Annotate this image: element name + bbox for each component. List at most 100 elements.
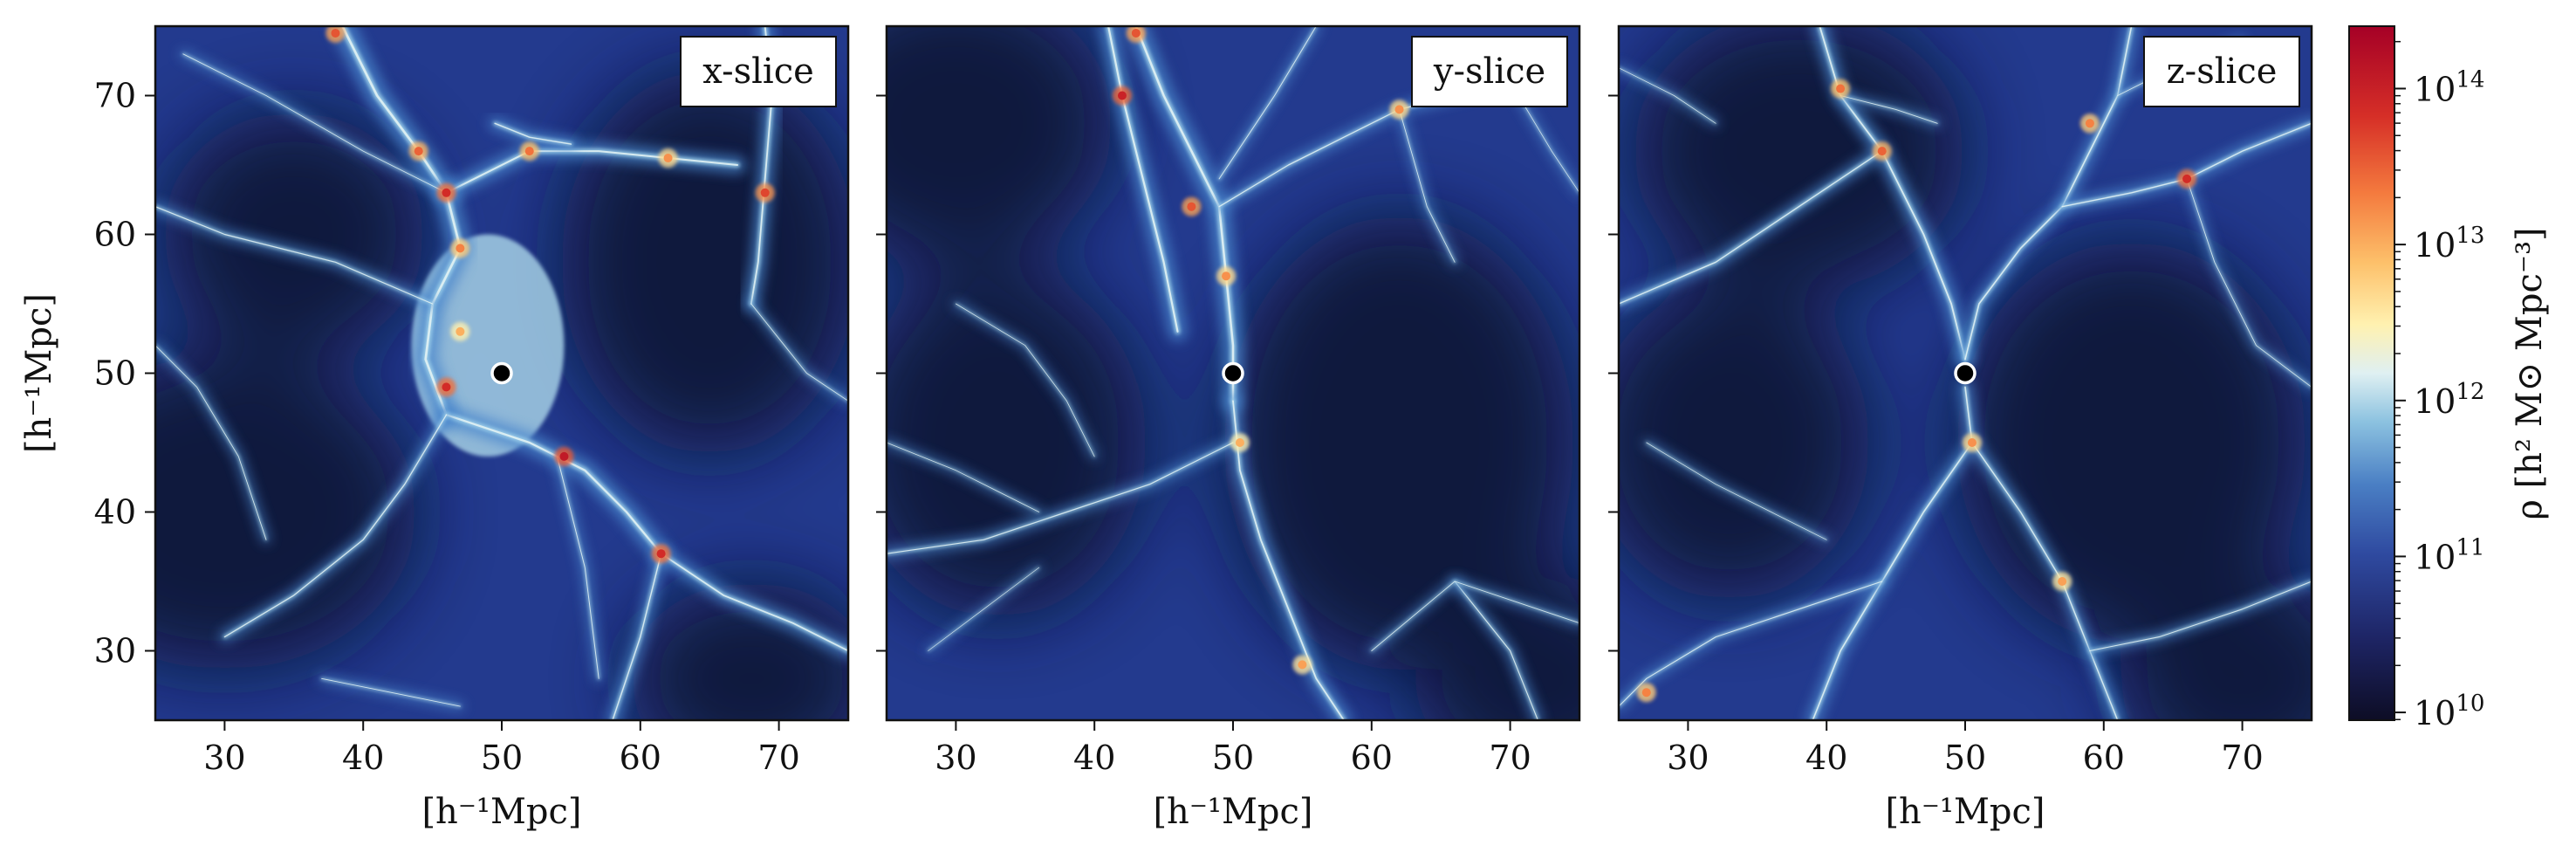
colorbar-tick-label: 1014 [2414,66,2484,108]
void-region [1619,285,1869,600]
y-tick-label: 40 [94,493,136,532]
colorbar-gradient [2348,25,2395,721]
panel-x-slice: 30 40 50 60 70 30 40 50 60 70 [h⁻¹Mpc] [h⁻¹Mpc] x-sl… [19,24,850,832]
halo [656,549,666,559]
void-region [2120,574,2312,720]
slice-label-box [1411,36,1568,107]
heatmap-field [155,26,848,720]
filament-core [445,414,662,555]
filament-core [1107,26,1179,333]
halo [524,147,534,156]
filament-core [557,456,599,679]
x-tick-label: 60 [1351,739,1393,777]
halo [2085,119,2094,128]
x-tick-label: 70 [2221,739,2263,777]
slice-label-box [680,36,837,107]
halo [2182,174,2192,183]
halo [760,188,770,197]
y-tick-label: 30 [94,632,136,670]
heatmap-field [1619,26,2312,720]
filament-core [1619,67,1716,124]
filament-core [223,414,448,638]
filament-core [321,677,461,707]
x-axis-label: [h⁻¹Mpc] [1153,792,1312,832]
filament-core [928,567,1040,651]
filament-core [1454,581,1538,720]
colorbar-label: ρ [h² M⊙ Mpc⁻³] [2510,227,2550,519]
x-tick-label: 30 [203,739,245,777]
halo [442,188,451,197]
filament-core [1840,95,1938,124]
x-tick-label: 40 [1073,739,1115,777]
halo [456,326,465,336]
panel-y-slice: 30 40 50 60 70 [h⁻¹Mpc] y-slice [876,24,1581,832]
filament-core [612,553,662,720]
slice-label: y-slice [1433,52,1545,92]
halo [2058,577,2067,586]
y-axis-label: [h⁻¹Mpc] [19,293,59,453]
filament-core [341,26,448,195]
panel-z-slice: 30 40 50 60 70 [h⁻¹Mpc] z-slice [1608,24,2313,832]
void-region [1633,26,1965,292]
x-tick-label: 50 [1944,739,1986,777]
x-tick-label: 50 [481,739,523,777]
halo [1877,147,1887,156]
x-tick-label: 30 [935,739,976,777]
filament-core [750,303,848,402]
filament-core [155,206,434,305]
filament-core [956,303,1095,457]
x-axis-label: [h⁻¹Mpc] [1885,792,2045,832]
halo [559,451,569,461]
filament-core [1218,26,1317,180]
halo [1298,660,1307,670]
center-marker [1222,361,1244,385]
halo [331,28,340,38]
y-tick-label: 60 [94,216,136,254]
x-tick-label: 40 [342,739,384,777]
colorbar-tick-label: 1012 [2414,379,2484,421]
halo [1222,271,1231,281]
halo [456,244,465,253]
x-axis-label: [h⁻¹Mpc] [421,792,581,832]
halo [1187,202,1196,211]
void-region [162,112,425,357]
halo [1394,105,1404,114]
x-tick-label: 30 [1667,739,1709,777]
center-marker [490,361,513,385]
slice-label: z-slice [2167,52,2278,92]
filament-core [887,442,1040,512]
center-marker [1954,361,1977,385]
y-tick-label: 70 [94,77,136,115]
halo [1641,688,1651,698]
heatmap-field [887,26,1579,720]
void-region [887,268,1146,617]
slice-label-box [2143,36,2300,107]
colorbar-tick-label: 1013 [2414,223,2484,265]
filament-core [155,345,267,540]
halo [1235,438,1244,447]
filament-core [660,553,848,652]
x-tick-label: 60 [620,739,661,777]
filament-core [1646,442,1827,540]
filament-core [1619,150,1883,305]
void-region [155,354,417,670]
x-tick-label: 50 [1212,739,1254,777]
y-tick-label: 50 [94,354,136,393]
filament-core [1232,400,1345,720]
colorbar-tick-label: 1010 [2414,691,2484,732]
filament-core [494,122,572,145]
x-tick-label: 60 [2083,739,2125,777]
halo [414,147,423,156]
filament-core [1399,108,1456,263]
halo [1836,84,1846,93]
colorbar: 1010 1011 1012 1013 1014 ρ [h² M⊙ Mpc⁻³] [2348,25,2550,732]
x-tick-label: 70 [1489,739,1531,777]
x-tick-label: 40 [1805,739,1847,777]
filament-core [887,442,1234,554]
filament-core [182,53,447,194]
void-region [887,26,1113,264]
void-region [561,70,848,455]
filament-core [1619,581,1883,707]
filament-core [1371,581,1579,651]
